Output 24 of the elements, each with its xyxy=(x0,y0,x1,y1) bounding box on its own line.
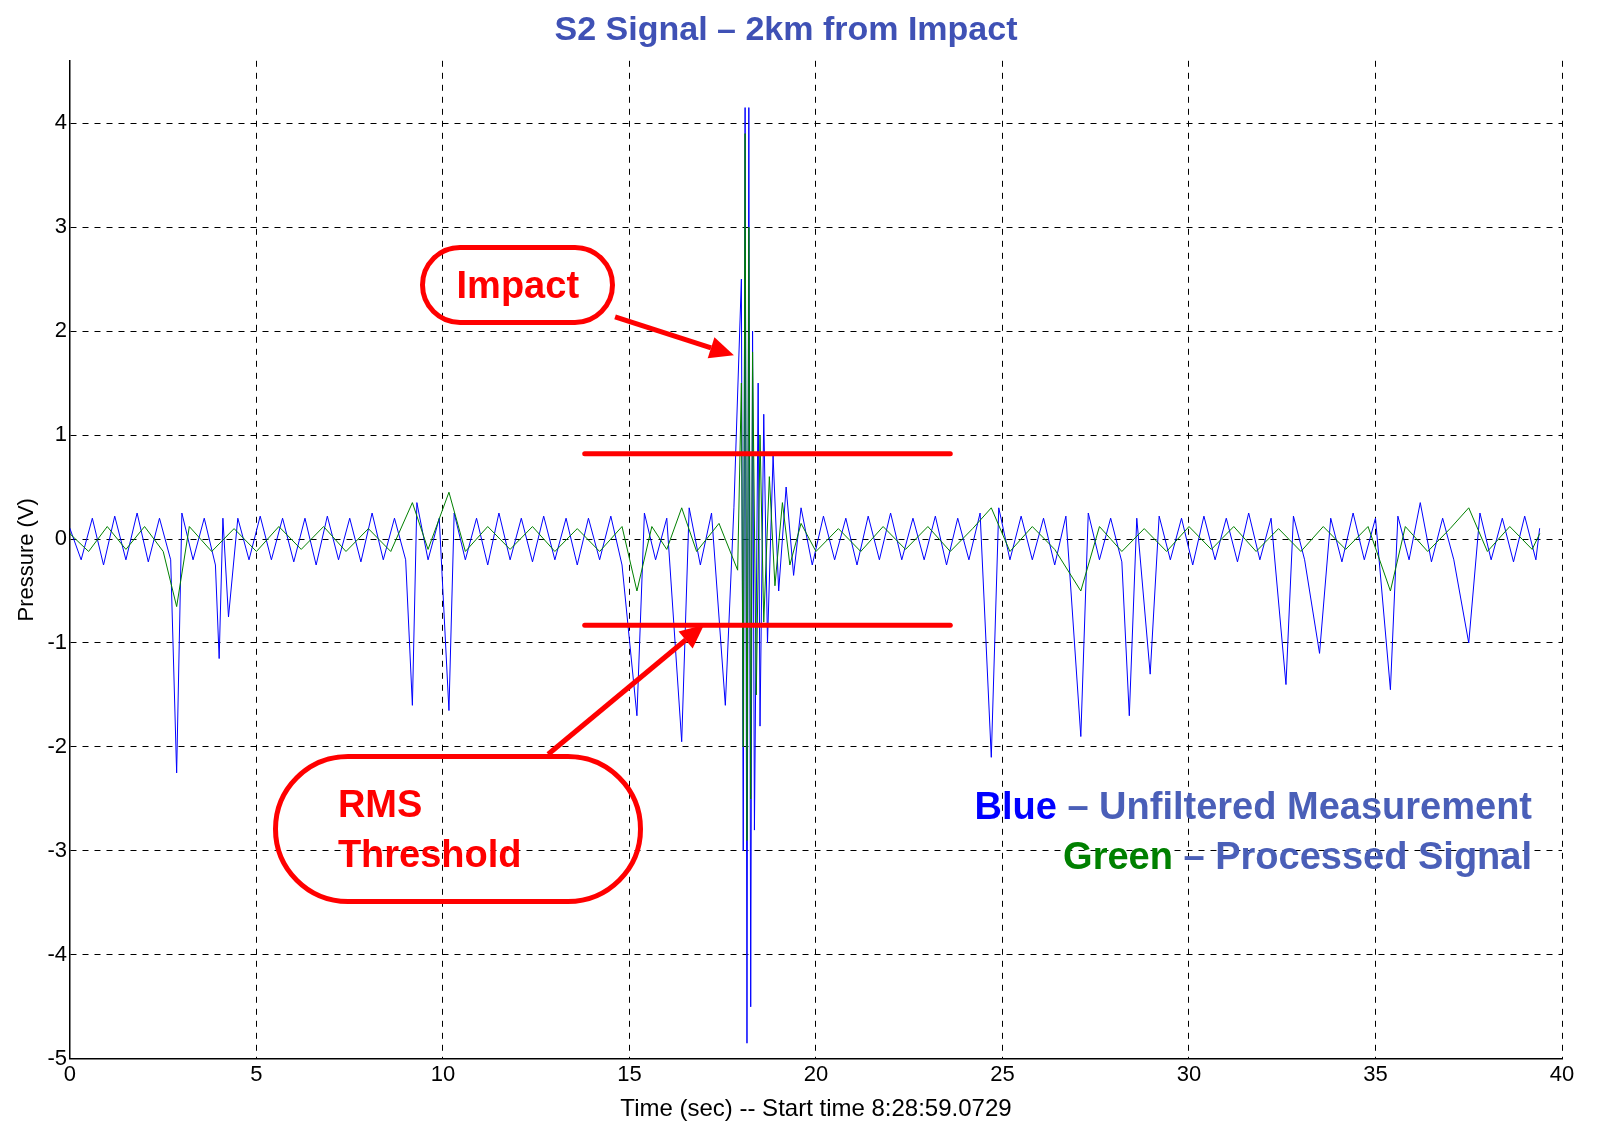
y-tick-label: 0 xyxy=(54,525,67,551)
annotation: Blue – Unfiltered Measurement xyxy=(974,784,1533,827)
x-tick-label: 20 xyxy=(803,1061,829,1087)
x-tick-label: 10 xyxy=(430,1061,456,1087)
annotation: RMS Threshold xyxy=(337,782,523,878)
chart-title: S2 Signal – 2km from Impact xyxy=(554,8,1018,47)
x-tick-label: 5 xyxy=(250,1061,263,1087)
x-tick-label: 25 xyxy=(990,1061,1015,1087)
y-tick-label: 4 xyxy=(54,109,67,135)
x-tick-label: 35 xyxy=(1363,1061,1388,1087)
x-tick-label: 40 xyxy=(1549,1061,1575,1087)
y-tick-label: 2 xyxy=(54,317,67,343)
annotation: Impact xyxy=(456,263,580,309)
y-tick-label: -1 xyxy=(47,629,67,655)
x-tick-label: 15 xyxy=(617,1061,642,1087)
x-axis-title: Time (sec) -- Start time 8:28:59.0729 xyxy=(620,1094,1012,1122)
y-tick-label: -3 xyxy=(47,836,67,862)
y-tick-label: -4 xyxy=(47,940,67,966)
y-tick-label: -2 xyxy=(47,732,67,758)
y-tick-label: 1 xyxy=(54,421,67,447)
y-axis-title: Pressure (V) xyxy=(13,498,39,622)
x-tick-label: 30 xyxy=(1176,1061,1202,1087)
annotation: Green – Processed Signal xyxy=(1063,834,1533,877)
y-tick-label: 3 xyxy=(54,213,67,239)
